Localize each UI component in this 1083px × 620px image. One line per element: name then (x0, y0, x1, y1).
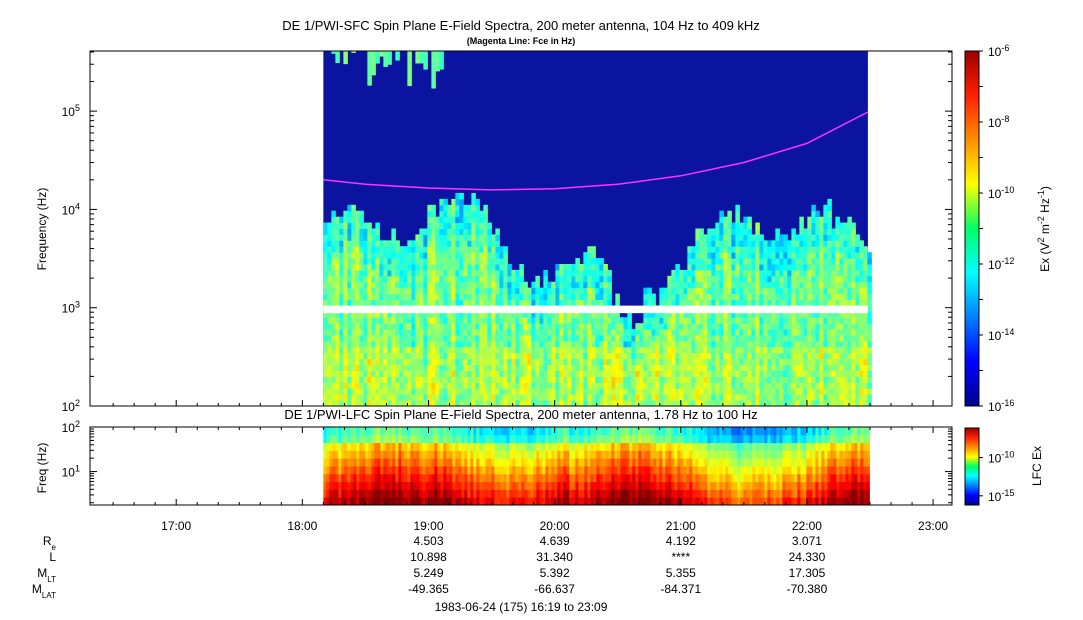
lfc-colorbar-ticks: 10-10 10-15 (979, 450, 1014, 504)
time-tick-label: 19:00 (413, 519, 443, 533)
ephemeris-row-label: L (49, 550, 56, 564)
sfc-ytick-label: 105 (62, 103, 80, 119)
ephemeris-value: 4.503 (413, 534, 443, 548)
ephemeris-row-label: MLAT (32, 582, 56, 600)
sfc-colorbar-tick-label: 10-16 (988, 398, 1014, 414)
lfc-ylabel: Freq (Hz) (35, 443, 49, 494)
sfc-colorbar (964, 50, 980, 407)
ephemeris-value: 4.639 (540, 534, 570, 548)
ephemeris-value: -49.365 (408, 582, 449, 596)
lfc-plot-frame (89, 426, 953, 506)
lfc-colorbar-tick-label: 10-10 (988, 450, 1014, 466)
ephemeris-value: 5.249 (413, 566, 443, 580)
time-tick-label: 21:00 (666, 519, 696, 533)
sfc-ytick-label: 102 (62, 398, 80, 414)
sfc-y-axis: 102 103 104 105 (62, 51, 952, 414)
ephemeris-value: 17.305 (789, 566, 826, 580)
lfc-colorbar-label: LFC Ex (1030, 446, 1044, 486)
time-tick-label: 20:00 (540, 519, 570, 533)
ephemeris-value: 5.392 (540, 566, 570, 580)
ephemeris-value: -66.637 (534, 582, 575, 596)
sfc-colorbar-label: Ex (V2 m-2 Hz-1) (1036, 186, 1052, 272)
ephemeris-value: -70.380 (787, 582, 828, 596)
ephemeris-row-label: Re (43, 534, 57, 552)
lfc-colorbar-tick-label: 10-15 (988, 488, 1014, 504)
sfc-colorbar-tick-label: 10-12 (988, 256, 1014, 272)
sfc-title: DE 1/PWI-SFC Spin Plane E-Field Spectra,… (282, 18, 760, 33)
ephemeris-value: 31.340 (536, 550, 573, 564)
sfc-colorbar-tick-label: 10-8 (988, 114, 1009, 130)
sfc-ylabel: Frequency (Hz) (35, 188, 49, 271)
lfc-title: DE 1/PWI-LFC Spin Plane E-Field Spectra,… (284, 407, 757, 422)
time-tick-label: 18:00 (287, 519, 317, 533)
fce-line (323, 111, 869, 191)
ephemeris-value: **** (671, 550, 690, 564)
time-tick-label: 17:00 (161, 519, 191, 533)
sfc-colorbar-tick-label: 10-6 (988, 43, 1009, 59)
sfc-spectrogram (323, 51, 872, 407)
lfc-y-axis: 101 102 (62, 419, 952, 504)
ephemeris-value: 4.192 (666, 534, 696, 548)
lfc-ytick-label: 101 (62, 464, 80, 480)
sfc-ytick-label: 103 (62, 300, 80, 316)
ephemeris-value: -84.371 (660, 582, 701, 596)
lfc-ytick-label: 102 (62, 419, 80, 435)
time-tick-label: 23:00 (918, 519, 948, 533)
sfc-colorbar-tick-label: 10-10 (988, 185, 1014, 201)
ephemeris-value: 24.330 (789, 550, 826, 564)
ephemeris-row-label: MLT (37, 566, 56, 584)
sfc-colorbar-ticks: 10-6 10-8 10-10 10-12 10-14 10-16 (979, 43, 1014, 414)
time-range-footer: 1983-06-24 (175) 16:19 to 23:09 (435, 600, 608, 614)
ephemeris-table: Re 4.503 4.639 4.192 3.071 L 10.898 31.340 **** 2… (32, 534, 828, 600)
lfc-spectrogram (323, 427, 870, 506)
ephemeris-value: 5.355 (666, 566, 696, 580)
sfc-subtitle: (Magenta Line: Fce in Hz) (467, 36, 576, 46)
sfc-plot-frame (89, 50, 953, 407)
time-tick-label: 22:00 (792, 519, 822, 533)
ephemeris-value: 10.898 (410, 550, 447, 564)
ephemeris-value: 3.071 (792, 534, 822, 548)
time-axis: 17:00 18:00 19:00 20:00 21:00 22:00 23:00 (112, 400, 948, 533)
sfc-ytick-label: 104 (62, 201, 80, 217)
sfc-colorbar-tick-label: 10-14 (988, 327, 1014, 343)
lfc-colorbar (964, 427, 980, 506)
